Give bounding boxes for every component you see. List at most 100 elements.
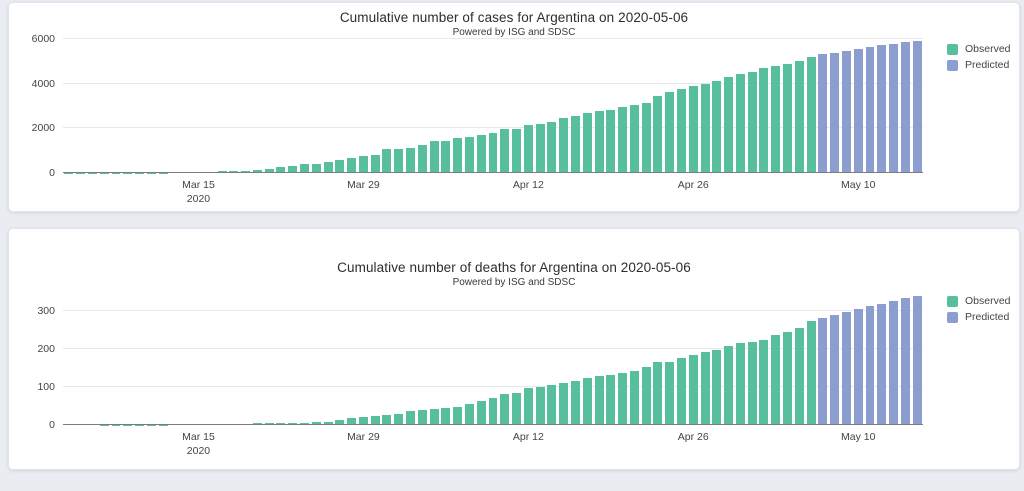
observed-bar[interactable] xyxy=(618,107,628,173)
predicted-bar[interactable] xyxy=(900,298,910,425)
observed-bar[interactable] xyxy=(794,327,804,425)
predicted-bar[interactable] xyxy=(877,45,887,173)
observed-bar[interactable] xyxy=(382,149,392,173)
observed-bar[interactable] xyxy=(641,102,651,173)
observed-bar[interactable] xyxy=(559,118,569,173)
observed-bar[interactable] xyxy=(311,421,321,425)
observed-bar[interactable] xyxy=(347,418,357,425)
observed-bar[interactable] xyxy=(582,113,592,173)
observed-bar[interactable] xyxy=(417,410,427,425)
observed-bar[interactable] xyxy=(476,401,486,425)
observed-bar[interactable] xyxy=(453,138,463,173)
predicted-bar[interactable] xyxy=(830,315,840,425)
predicted-bar[interactable] xyxy=(841,312,851,425)
observed-bar[interactable] xyxy=(535,386,545,425)
observed-bar[interactable] xyxy=(783,63,792,173)
observed-bar[interactable] xyxy=(570,115,580,173)
observed-bar[interactable] xyxy=(747,71,757,173)
observed-bar[interactable] xyxy=(653,362,663,425)
observed-bar[interactable] xyxy=(535,123,545,173)
observed-bar[interactable] xyxy=(323,421,333,425)
observed-bar[interactable] xyxy=(677,358,686,425)
observed-bar[interactable] xyxy=(712,80,722,173)
observed-bar[interactable] xyxy=(688,354,698,425)
observed-bar[interactable] xyxy=(441,140,451,173)
observed-bar[interactable] xyxy=(264,169,274,173)
predicted-bar[interactable] xyxy=(865,47,875,173)
observed-bar[interactable] xyxy=(512,393,522,425)
observed-bar[interactable] xyxy=(759,339,769,425)
observed-bar[interactable] xyxy=(406,147,415,173)
observed-bar[interactable] xyxy=(735,74,745,173)
predicted-bar[interactable] xyxy=(841,50,851,173)
observed-bar[interactable] xyxy=(771,334,781,425)
observed-bar[interactable] xyxy=(700,352,710,425)
observed-bar[interactable] xyxy=(335,420,345,425)
observed-bar[interactable] xyxy=(712,350,722,425)
observed-bar[interactable] xyxy=(429,408,439,425)
observed-bar[interactable] xyxy=(653,96,663,173)
observed-bar[interactable] xyxy=(700,83,710,173)
observed-bar[interactable] xyxy=(629,105,639,173)
observed-bar[interactable] xyxy=(500,393,510,425)
observed-bar[interactable] xyxy=(476,134,486,173)
predicted-bar[interactable] xyxy=(853,309,863,425)
observed-bar[interactable] xyxy=(594,111,604,173)
observed-bar[interactable] xyxy=(629,371,639,425)
observed-bar[interactable] xyxy=(441,408,451,425)
observed-bar[interactable] xyxy=(252,170,262,173)
observed-bar[interactable] xyxy=(370,416,380,425)
observed-bar[interactable] xyxy=(347,157,357,173)
observed-bar[interactable] xyxy=(724,346,734,425)
observed-bar[interactable] xyxy=(394,414,404,425)
observed-bar[interactable] xyxy=(618,373,628,425)
observed-bar[interactable] xyxy=(394,149,404,173)
observed-bar[interactable] xyxy=(488,397,498,425)
observed-bar[interactable] xyxy=(464,403,474,425)
observed-bar[interactable] xyxy=(735,343,745,425)
plot-area[interactable]: 0 2000 4000 6000 Mar 15 2020 Mar 29 Apr 12 Apr 2… xyxy=(32,33,923,205)
observed-bar[interactable] xyxy=(606,109,616,173)
observed-bar[interactable] xyxy=(547,122,557,173)
observed-bar[interactable] xyxy=(358,156,368,173)
predicted-bar[interactable] xyxy=(853,48,863,173)
observed-bar[interactable] xyxy=(783,331,792,425)
legend-item-predicted[interactable]: Predicted xyxy=(947,309,1017,325)
observed-bar[interactable] xyxy=(594,375,604,425)
observed-bar[interactable] xyxy=(724,77,734,173)
observed-bar[interactable] xyxy=(771,66,781,173)
observed-bar[interactable] xyxy=(500,128,510,173)
observed-bar[interactable] xyxy=(370,154,380,173)
observed-bar[interactable] xyxy=(453,406,463,425)
legend-item-observed[interactable]: Observed xyxy=(947,293,1017,309)
observed-bar[interactable] xyxy=(677,88,686,173)
observed-bar[interactable] xyxy=(665,92,675,173)
observed-bar[interactable] xyxy=(335,159,345,173)
observed-bar[interactable] xyxy=(641,367,651,425)
observed-bar[interactable] xyxy=(806,321,816,425)
observed-bar[interactable] xyxy=(311,164,321,173)
observed-bar[interactable] xyxy=(747,342,757,425)
observed-bar[interactable] xyxy=(288,166,298,173)
legend-item-observed[interactable]: Observed xyxy=(947,41,1017,57)
observed-bar[interactable] xyxy=(358,417,368,425)
predicted-bar[interactable] xyxy=(912,40,922,173)
predicted-bar[interactable] xyxy=(900,42,910,173)
legend-item-predicted[interactable]: Predicted xyxy=(947,57,1017,73)
observed-bar[interactable] xyxy=(464,136,474,173)
observed-bar[interactable] xyxy=(429,140,439,173)
observed-bar[interactable] xyxy=(300,422,309,425)
observed-bar[interactable] xyxy=(806,56,816,173)
observed-bar[interactable] xyxy=(523,125,533,173)
predicted-bar[interactable] xyxy=(912,295,922,425)
predicted-bar[interactable] xyxy=(865,306,875,425)
observed-bar[interactable] xyxy=(582,378,592,425)
observed-bar[interactable] xyxy=(300,164,309,173)
observed-bar[interactable] xyxy=(323,161,333,173)
predicted-bar[interactable] xyxy=(818,318,828,425)
observed-bar[interactable] xyxy=(759,68,769,173)
observed-bar[interactable] xyxy=(523,388,533,425)
observed-bar[interactable] xyxy=(417,144,427,173)
observed-bar[interactable] xyxy=(382,414,392,425)
predicted-bar[interactable] xyxy=(889,301,899,425)
